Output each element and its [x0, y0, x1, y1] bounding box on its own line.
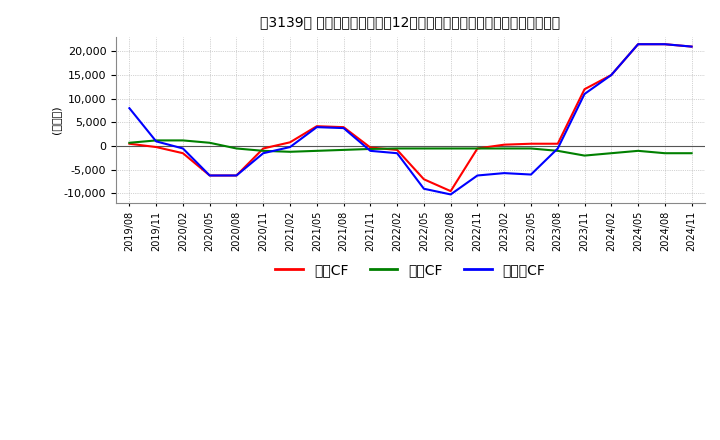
営業CF	[688, 44, 696, 49]
フリーCF	[205, 173, 214, 178]
営業CF	[446, 188, 455, 194]
フリーCF	[688, 44, 696, 49]
投資CF	[526, 146, 535, 151]
フリーCF	[634, 41, 642, 47]
投資CF	[580, 153, 589, 158]
投資CF	[286, 149, 294, 154]
フリーCF	[366, 148, 374, 154]
フリーCF	[420, 186, 428, 191]
Legend: 営業CF, 投資CF, フリーCF: 営業CF, 投資CF, フリーCF	[270, 257, 551, 282]
投資CF	[125, 140, 134, 146]
フリーCF	[526, 172, 535, 177]
フリーCF	[286, 144, 294, 150]
営業CF	[580, 87, 589, 92]
営業CF	[125, 141, 134, 147]
営業CF	[366, 145, 374, 150]
投資CF	[393, 146, 402, 151]
フリーCF	[393, 150, 402, 156]
営業CF	[526, 141, 535, 147]
営業CF	[660, 41, 669, 47]
フリーCF	[259, 150, 268, 156]
投資CF	[660, 150, 669, 156]
営業CF	[312, 124, 321, 129]
営業CF	[339, 125, 348, 130]
投資CF	[554, 148, 562, 154]
営業CF	[205, 173, 214, 178]
フリーCF	[232, 173, 240, 178]
フリーCF	[152, 139, 161, 144]
投資CF	[500, 146, 508, 151]
投資CF	[473, 146, 482, 151]
Line: 営業CF: 営業CF	[130, 44, 692, 191]
投資CF	[420, 146, 428, 151]
投資CF	[152, 138, 161, 143]
営業CF	[420, 176, 428, 182]
営業CF	[232, 173, 240, 178]
営業CF	[473, 146, 482, 151]
投資CF	[446, 146, 455, 151]
営業CF	[634, 41, 642, 47]
営業CF	[152, 144, 161, 150]
Line: 投資CF: 投資CF	[130, 140, 692, 156]
投資CF	[634, 148, 642, 154]
投資CF	[259, 148, 268, 154]
フリーCF	[554, 146, 562, 151]
営業CF	[286, 139, 294, 145]
営業CF	[607, 73, 616, 78]
営業CF	[500, 142, 508, 147]
フリーCF	[339, 125, 348, 131]
フリーCF	[179, 146, 187, 151]
Title: 【3139】 キャッシュフローの12か月移動合計の対前年同期増減額の推移: 【3139】 キャッシュフローの12か月移動合計の対前年同期増減額の推移	[261, 15, 561, 29]
投資CF	[312, 148, 321, 154]
投資CF	[232, 146, 240, 151]
Line: フリーCF: フリーCF	[130, 44, 692, 194]
投資CF	[688, 150, 696, 156]
投資CF	[179, 138, 187, 143]
営業CF	[259, 146, 268, 151]
営業CF	[393, 147, 402, 153]
投資CF	[366, 147, 374, 152]
投資CF	[339, 147, 348, 153]
フリーCF	[580, 92, 589, 97]
フリーCF	[473, 173, 482, 178]
営業CF	[179, 150, 187, 156]
フリーCF	[125, 106, 134, 111]
フリーCF	[312, 125, 321, 130]
Y-axis label: (百万円): (百万円)	[51, 106, 61, 134]
営業CF	[554, 141, 562, 147]
投資CF	[205, 140, 214, 146]
投資CF	[607, 150, 616, 156]
フリーCF	[500, 170, 508, 176]
フリーCF	[607, 73, 616, 78]
フリーCF	[446, 192, 455, 197]
フリーCF	[660, 41, 669, 47]
